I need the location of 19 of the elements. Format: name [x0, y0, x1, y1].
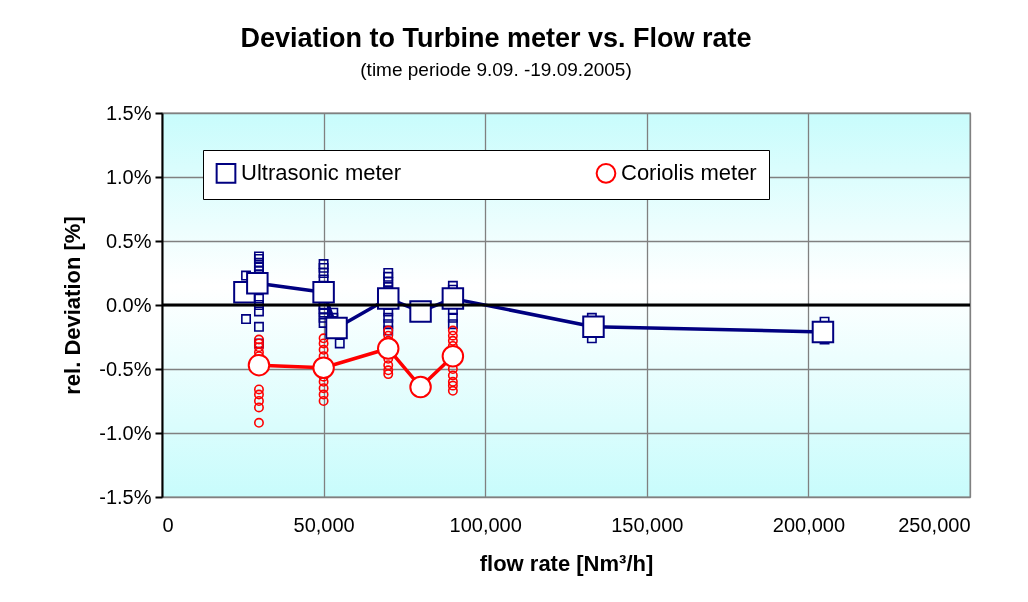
legend-label: Coriolis meter — [621, 160, 757, 186]
x-tick-label: 150,000 — [611, 513, 684, 536]
chart-subtitle: (time periode 9.09. -19.09.2005) — [360, 59, 632, 80]
x-tick-label: 200,000 — [772, 513, 846, 536]
x-axis-title: flow rate [Nm³/h] — [479, 550, 654, 576]
x-tick-label: 0 — [162, 513, 174, 536]
y-tick-label: 1.5% — [105, 101, 152, 124]
x-tick-label: 50,000 — [293, 513, 355, 536]
y-tick-label: 0.5% — [105, 229, 152, 252]
y-tick-label: -1.5% — [99, 485, 152, 508]
y-tick-label: 1.0% — [105, 165, 152, 188]
y-tick-label: -1.0% — [99, 421, 152, 444]
chart-title: Deviation to Turbine meter vs. Flow rate — [240, 23, 752, 53]
y-axis-title: rel. Deviation [%] — [60, 216, 86, 395]
y-tick-label: 0.0% — [105, 293, 152, 316]
legend-label: Ultrasonic meter — [241, 160, 402, 186]
x-tick-label: 100,000 — [449, 513, 522, 536]
y-tick-label: -0.5% — [99, 357, 152, 380]
x-tick-label: 250,000 — [898, 513, 971, 536]
